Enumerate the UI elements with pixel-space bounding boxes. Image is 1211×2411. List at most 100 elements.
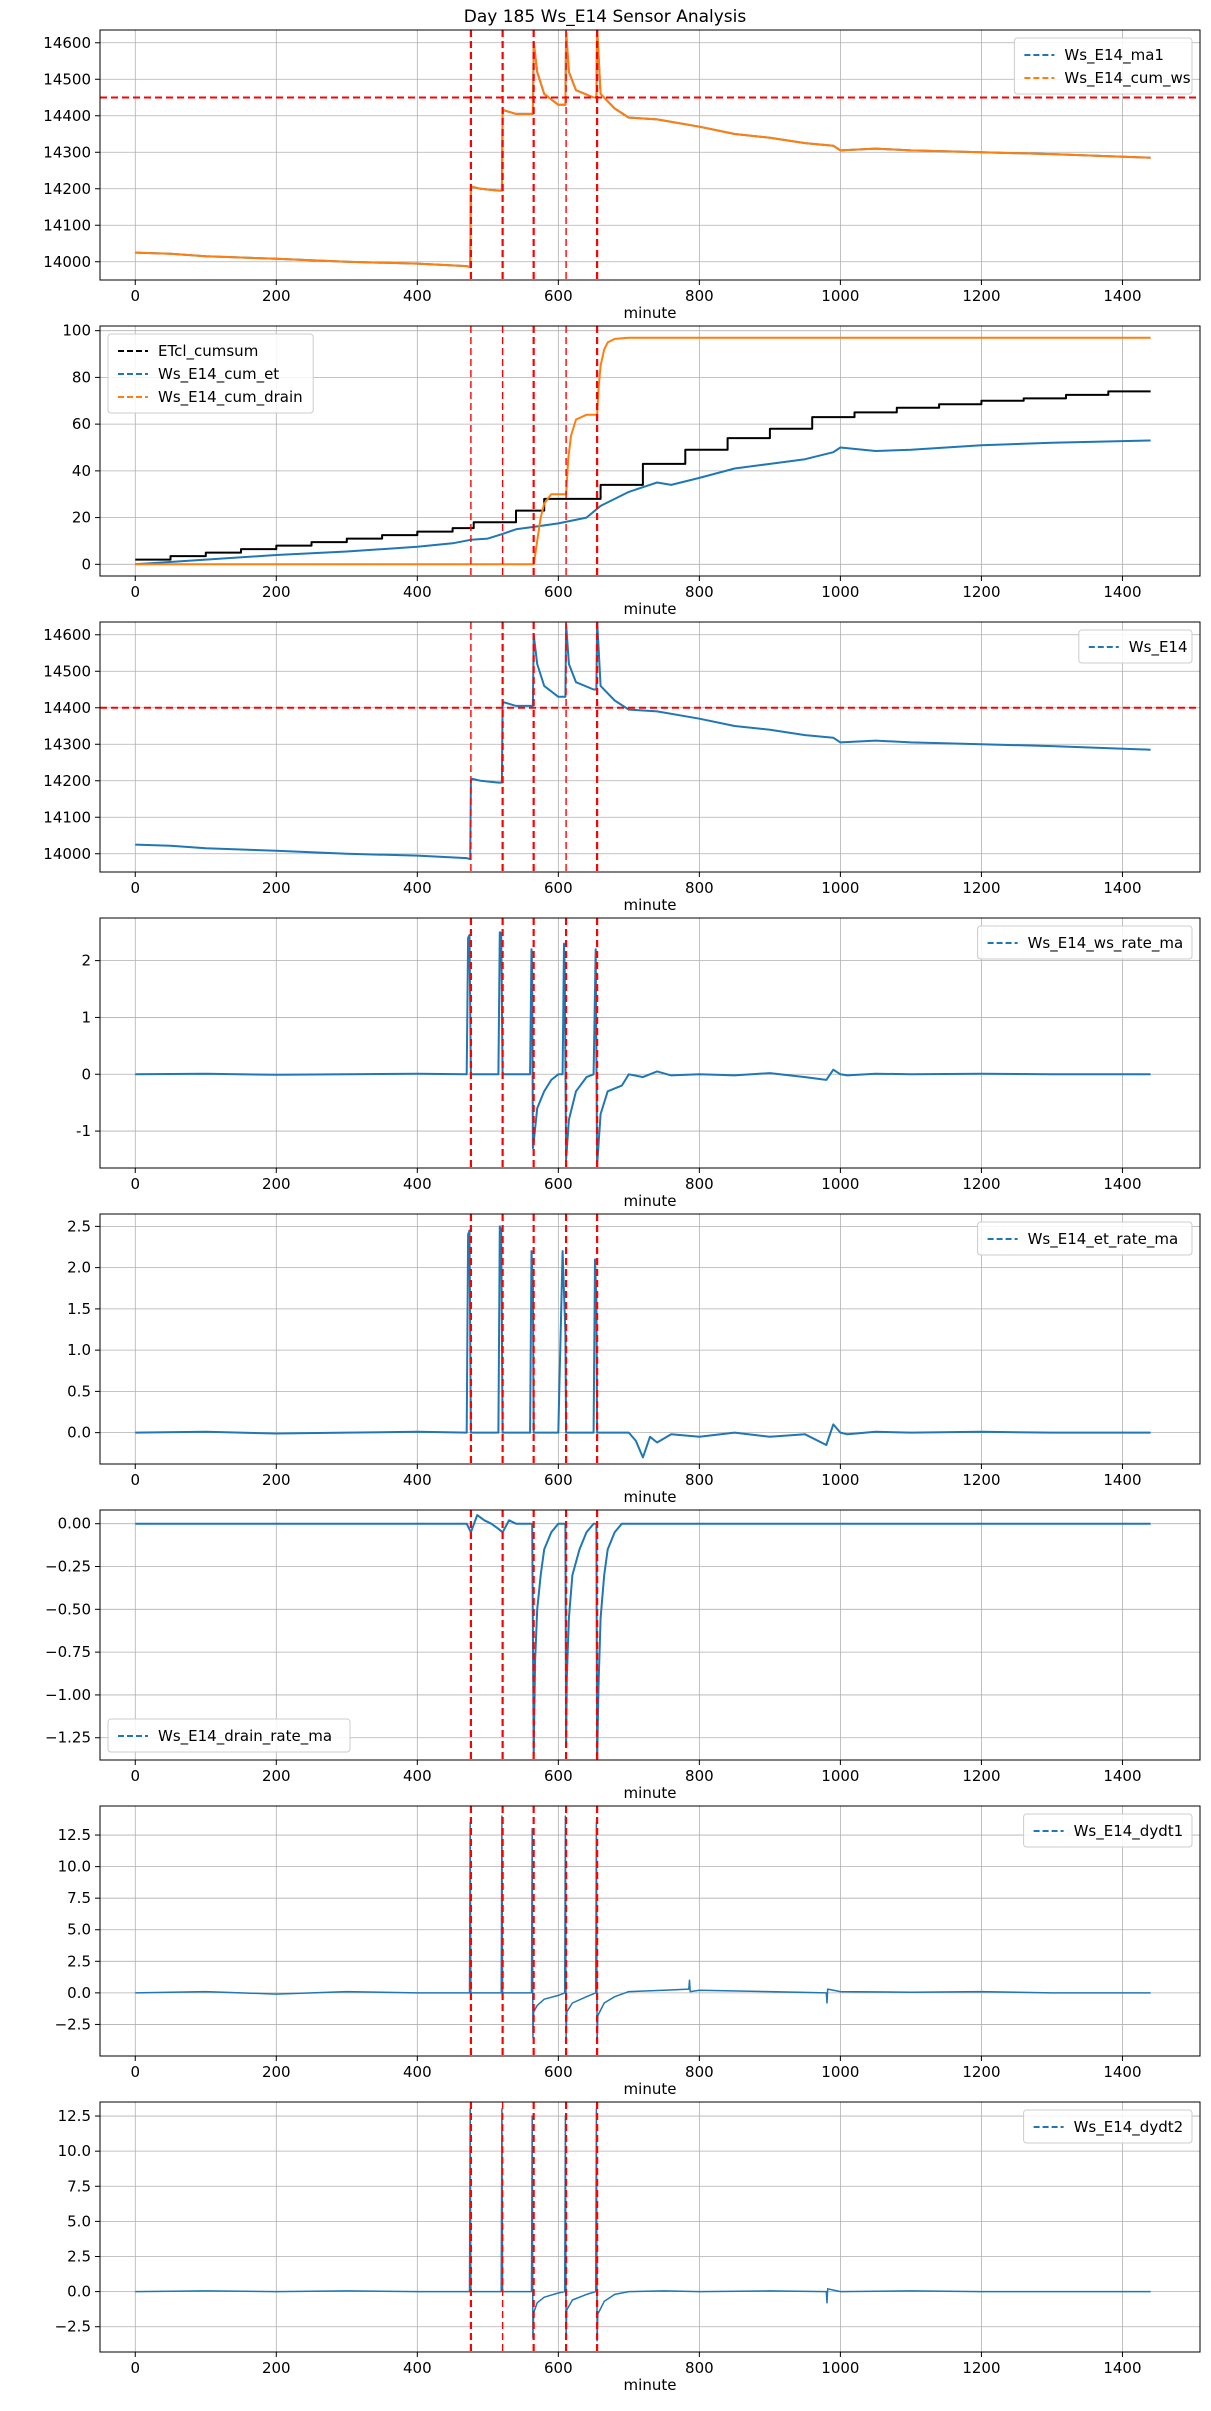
panel-p5: 0 200 400 600 800 1000 1200 1400 0.0 0.5 1.0 1.5 2.0… [67,1213,1201,1506]
y-tick-label: 14600 [43,626,91,644]
series-line-0 [135,931,1151,1167]
legend-box [1078,629,1193,664]
y-tick-label: 14000 [43,845,91,863]
x-tick-label: 400 [403,2359,432,2377]
legend: Ws_E14_dydt2 [1023,2109,1193,2144]
x-tick-label: 1400 [1103,1175,1141,1193]
x-tick-label: 0 [130,1471,140,1489]
x-tick-label: 1200 [962,287,1000,305]
x-tick-label: 800 [685,1767,714,1785]
y-tick-label: −2.5 [55,2318,91,2336]
x-tick-label: 400 [403,287,432,305]
y-tick-label: 0 [81,1065,91,1083]
x-tick-label: 400 [403,1767,432,1785]
x-tick-label: 0 [130,1175,140,1193]
legend: Ws_E14_dydt1 [1023,1813,1193,1848]
x-axis-label: minute [624,896,677,914]
x-tick-label: 1400 [1103,2063,1141,2081]
series-group [135,1225,1151,1459]
x-tick-label: 200 [262,2063,291,2081]
y-tick-label: 10.0 [58,2142,91,2160]
series-line-0 [135,1225,1151,1459]
legend: Ws_E14 [1078,629,1193,664]
x-tick-label: 800 [685,287,714,305]
x-tick-label: 200 [262,1471,291,1489]
legend-entry: Ws_E14_ma1 [1064,46,1164,65]
y-tick-label: 14200 [43,772,91,790]
legend-entry: ETcl_cumsum [158,342,258,361]
y-tick-label: 14500 [43,70,91,88]
x-tick-label: 800 [685,879,714,897]
x-tick-label: 800 [685,583,714,601]
y-tick-label: 0.0 [67,1424,91,1442]
x-tick-label: 400 [403,1175,432,1193]
x-tick-label: 600 [544,1471,573,1489]
x-tick-label: 1000 [821,2063,859,2081]
series-line-0 [135,1514,1151,1760]
x-tick-label: 600 [544,1175,573,1193]
x-tick-label: 1200 [962,1767,1000,1785]
y-tick-label: 5.0 [67,2212,91,2230]
y-tick-label: −2.5 [55,2015,91,2033]
legend-entry: Ws_E14_drain_rate_ma [158,1727,332,1746]
legend: Ws_E14_ws_rate_ma [977,925,1193,960]
x-tick-label: 800 [685,1471,714,1489]
x-tick-label: 800 [685,2063,714,2081]
y-tick-label: −1.00 [45,1686,91,1704]
x-tick-label: 1400 [1103,2359,1141,2377]
series-line-2 [135,336,1151,566]
y-tick-label: 80 [72,368,91,386]
axes-frame [99,1805,1201,2057]
x-tick-label: 1000 [821,1471,859,1489]
x-tick-label: 600 [544,583,573,601]
axes-frame [99,29,1201,281]
x-axis-label: minute [624,304,677,322]
legend-entry: Ws_E14 [1129,638,1188,657]
x-tick-label: 800 [685,2359,714,2377]
y-tick-label: −1.25 [45,1729,91,1747]
axes-frame [99,621,1201,873]
legend-box [1023,2109,1193,2144]
y-tick-label: 0 [81,555,91,573]
x-tick-label: 200 [262,2359,291,2377]
x-tick-label: 0 [130,879,140,897]
panels: 0 200 400 600 800 1000 1200 1400140001410014200… [43,29,1201,2394]
panel-p3: 0 200 400 600 800 1000 1200 1400 14000 14100 14200… [43,621,1201,914]
x-tick-label: 1000 [821,287,859,305]
y-tick-label: 7.5 [67,1889,91,1907]
y-tick-label: −0.75 [45,1643,91,1661]
y-tick-label: 14300 [43,143,91,161]
panel-p1: 0 200 400 600 800 1000 1200 1400 14000 14100 14200… [43,29,1201,322]
panel-p4: 0 200 400 600 800 1000 1200 1400 -1 0 1 2 minute Ws_E… [76,917,1201,1210]
x-tick-label: 600 [544,1767,573,1785]
x-tick-label: 200 [262,879,291,897]
x-tick-label: 1400 [1103,1767,1141,1785]
series-group [135,1815,1151,2045]
legend-entry: Ws_E14_cum_et [158,365,279,384]
y-tick-label: 0.0 [67,2283,91,2301]
series-group [135,30,1151,269]
series-group [135,931,1151,1167]
x-tick-label: 200 [262,287,291,305]
y-tick-label: 1.5 [67,1300,91,1318]
y-tick-label: 1 [81,1008,91,1026]
series-group [135,2108,1151,2342]
x-tick-label: 1200 [962,1471,1000,1489]
x-tick-label: 0 [130,1767,140,1785]
x-tick-label: 1400 [1103,583,1141,601]
legend: ETcl_cumsum Ws_E14_cum_et Ws_E14_cum_drain [107,333,314,414]
x-tick-label: 1200 [962,879,1000,897]
y-tick-label: 2 [81,952,91,970]
x-tick-label: 200 [262,1175,291,1193]
x-tick-label: 200 [262,583,291,601]
axes-frame [99,325,1201,577]
x-axis-label: minute [624,600,677,618]
legend-box [107,333,314,414]
y-tick-label: 1.0 [67,1341,91,1359]
y-tick-label: 14000 [43,253,91,271]
y-tick-label: 14400 [43,107,91,125]
x-tick-label: 0 [130,2063,140,2081]
x-tick-label: 1400 [1103,287,1141,305]
y-tick-label: 14400 [43,699,91,717]
